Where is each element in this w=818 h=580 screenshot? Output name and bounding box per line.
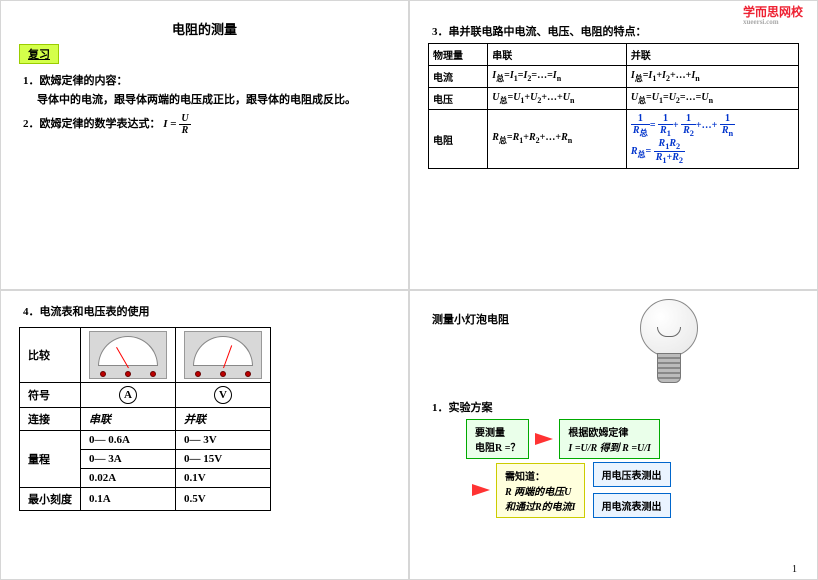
symbol-a: A: [81, 383, 176, 408]
voltmeter-image: [176, 328, 271, 383]
row-resist-label: 电阻: [429, 110, 488, 169]
box-ammeter: 用电流表测出: [593, 493, 671, 518]
min-v: 0.5V: [176, 488, 271, 511]
range-v2: 0— 15V: [176, 450, 271, 469]
q3-heading: 4．电流表和电压表的使用: [23, 303, 390, 319]
review-tag: 复习: [19, 44, 59, 64]
row-voltage-parallel: U总=U1=U2=…=Un: [626, 88, 798, 110]
row-current-label: 电流: [429, 66, 488, 88]
box-ohm: 根据欧姆定律 I =U/R 得到 R =U/I: [559, 419, 660, 459]
range-a2: 0— 3A: [81, 450, 176, 469]
box-need: 需知道： R 两端的电压U 和通过R的电流I: [496, 463, 585, 518]
range-v1: 0— 3V: [176, 431, 271, 450]
arrow-icon: [472, 484, 490, 496]
light-bulb-icon: [639, 299, 699, 389]
th-parallel: 并联: [626, 44, 798, 66]
range-v3: 0.1V: [176, 469, 271, 488]
row-range-label: 量程: [20, 431, 81, 488]
min-a: 0.1A: [81, 488, 176, 511]
ammeter-image: [81, 328, 176, 383]
row-voltage-label: 电压: [429, 88, 488, 110]
brand-logo: 学而思网校 xueersi.com: [743, 5, 803, 25]
formula-i: I: [163, 118, 167, 130]
item-1-label: 1．欧姆定律的内容：: [23, 72, 390, 88]
range-a1: 0— 0.6A: [81, 431, 176, 450]
connect-a: 串联: [89, 414, 111, 426]
row-current-parallel: I总=I1+I2+…+In: [626, 66, 798, 88]
box-measure: 要测量 电阻R =？: [466, 419, 529, 459]
panel-top-right: 学而思网校 xueersi.com 3．串并联电路中电流、电压、电阻的特点： 物…: [409, 0, 818, 290]
q4-item1: 1．实验方案: [432, 399, 799, 415]
connect-v: 并联: [184, 414, 206, 426]
row-current-series: I总=I1=I2=…=In: [488, 66, 627, 88]
th-phys: 物理量: [429, 44, 488, 66]
q4-heading: 测量小灯泡电阻: [432, 311, 509, 327]
panel-bottom-right: 测量小灯泡电阻 1．实验方案 要测量 电阻R =？ 根据欧姆定律 I =U/R …: [409, 290, 818, 580]
range-a3: 0.02A: [81, 469, 176, 488]
item-2-label: 2．欧姆定律的数学表达式： I = U R: [23, 113, 390, 136]
item-2-text: 2．欧姆定律的数学表达式：: [23, 118, 161, 130]
th-series: 串联: [488, 44, 627, 66]
panel-top-left: 电阻的测量 复习 1．欧姆定律的内容： 导体中的电流，跟导体两端的电压成正比，跟…: [0, 0, 409, 290]
flow-row-2: 需知道： R 两端的电压U 和通过R的电流I 用电压表测出 用电流表测出: [466, 462, 799, 518]
flow-row-1: 要测量 电阻R =？ 根据欧姆定律 I =U/R 得到 R =U/I: [466, 419, 799, 459]
page-title: 电阻的测量: [19, 19, 390, 38]
row-resist-series: R总=R1+R2+…+Rn: [488, 110, 627, 169]
panel-bottom-left: 4．电流表和电压表的使用 比较 符号 A V 连接 串联 并联 量程 0— 0.…: [0, 290, 409, 580]
row-resist-parallel: 1R总= 1R1+ 1R2+…+ 1Rn R总= R1R2R1+R2: [626, 110, 798, 169]
formula-frac: U R: [179, 113, 190, 136]
row-min-label: 最小刻度: [20, 488, 81, 511]
row-symbol-label: 符号: [20, 383, 81, 408]
row-voltage-series: U总=U1+U2+…+Un: [488, 88, 627, 110]
arrow-icon: [535, 433, 553, 445]
circuit-table: 物理量 串联 并联 电流 I总=I1=I2=…=In I总=I1+I2+…+In…: [428, 43, 799, 169]
symbol-v: V: [176, 383, 271, 408]
row-compare: 比较: [20, 328, 81, 383]
page-number: 1: [792, 564, 797, 575]
box-voltmeter: 用电压表测出: [593, 462, 671, 487]
meter-table: 比较 符号 A V 连接 串联 并联 量程 0— 0.6A 0— 3V 0— 3…: [19, 327, 271, 511]
item-1-text: 导体中的电流，跟导体两端的电压成正比，跟导体的电阻成反比。: [37, 92, 390, 109]
row-connect-label: 连接: [20, 408, 81, 431]
